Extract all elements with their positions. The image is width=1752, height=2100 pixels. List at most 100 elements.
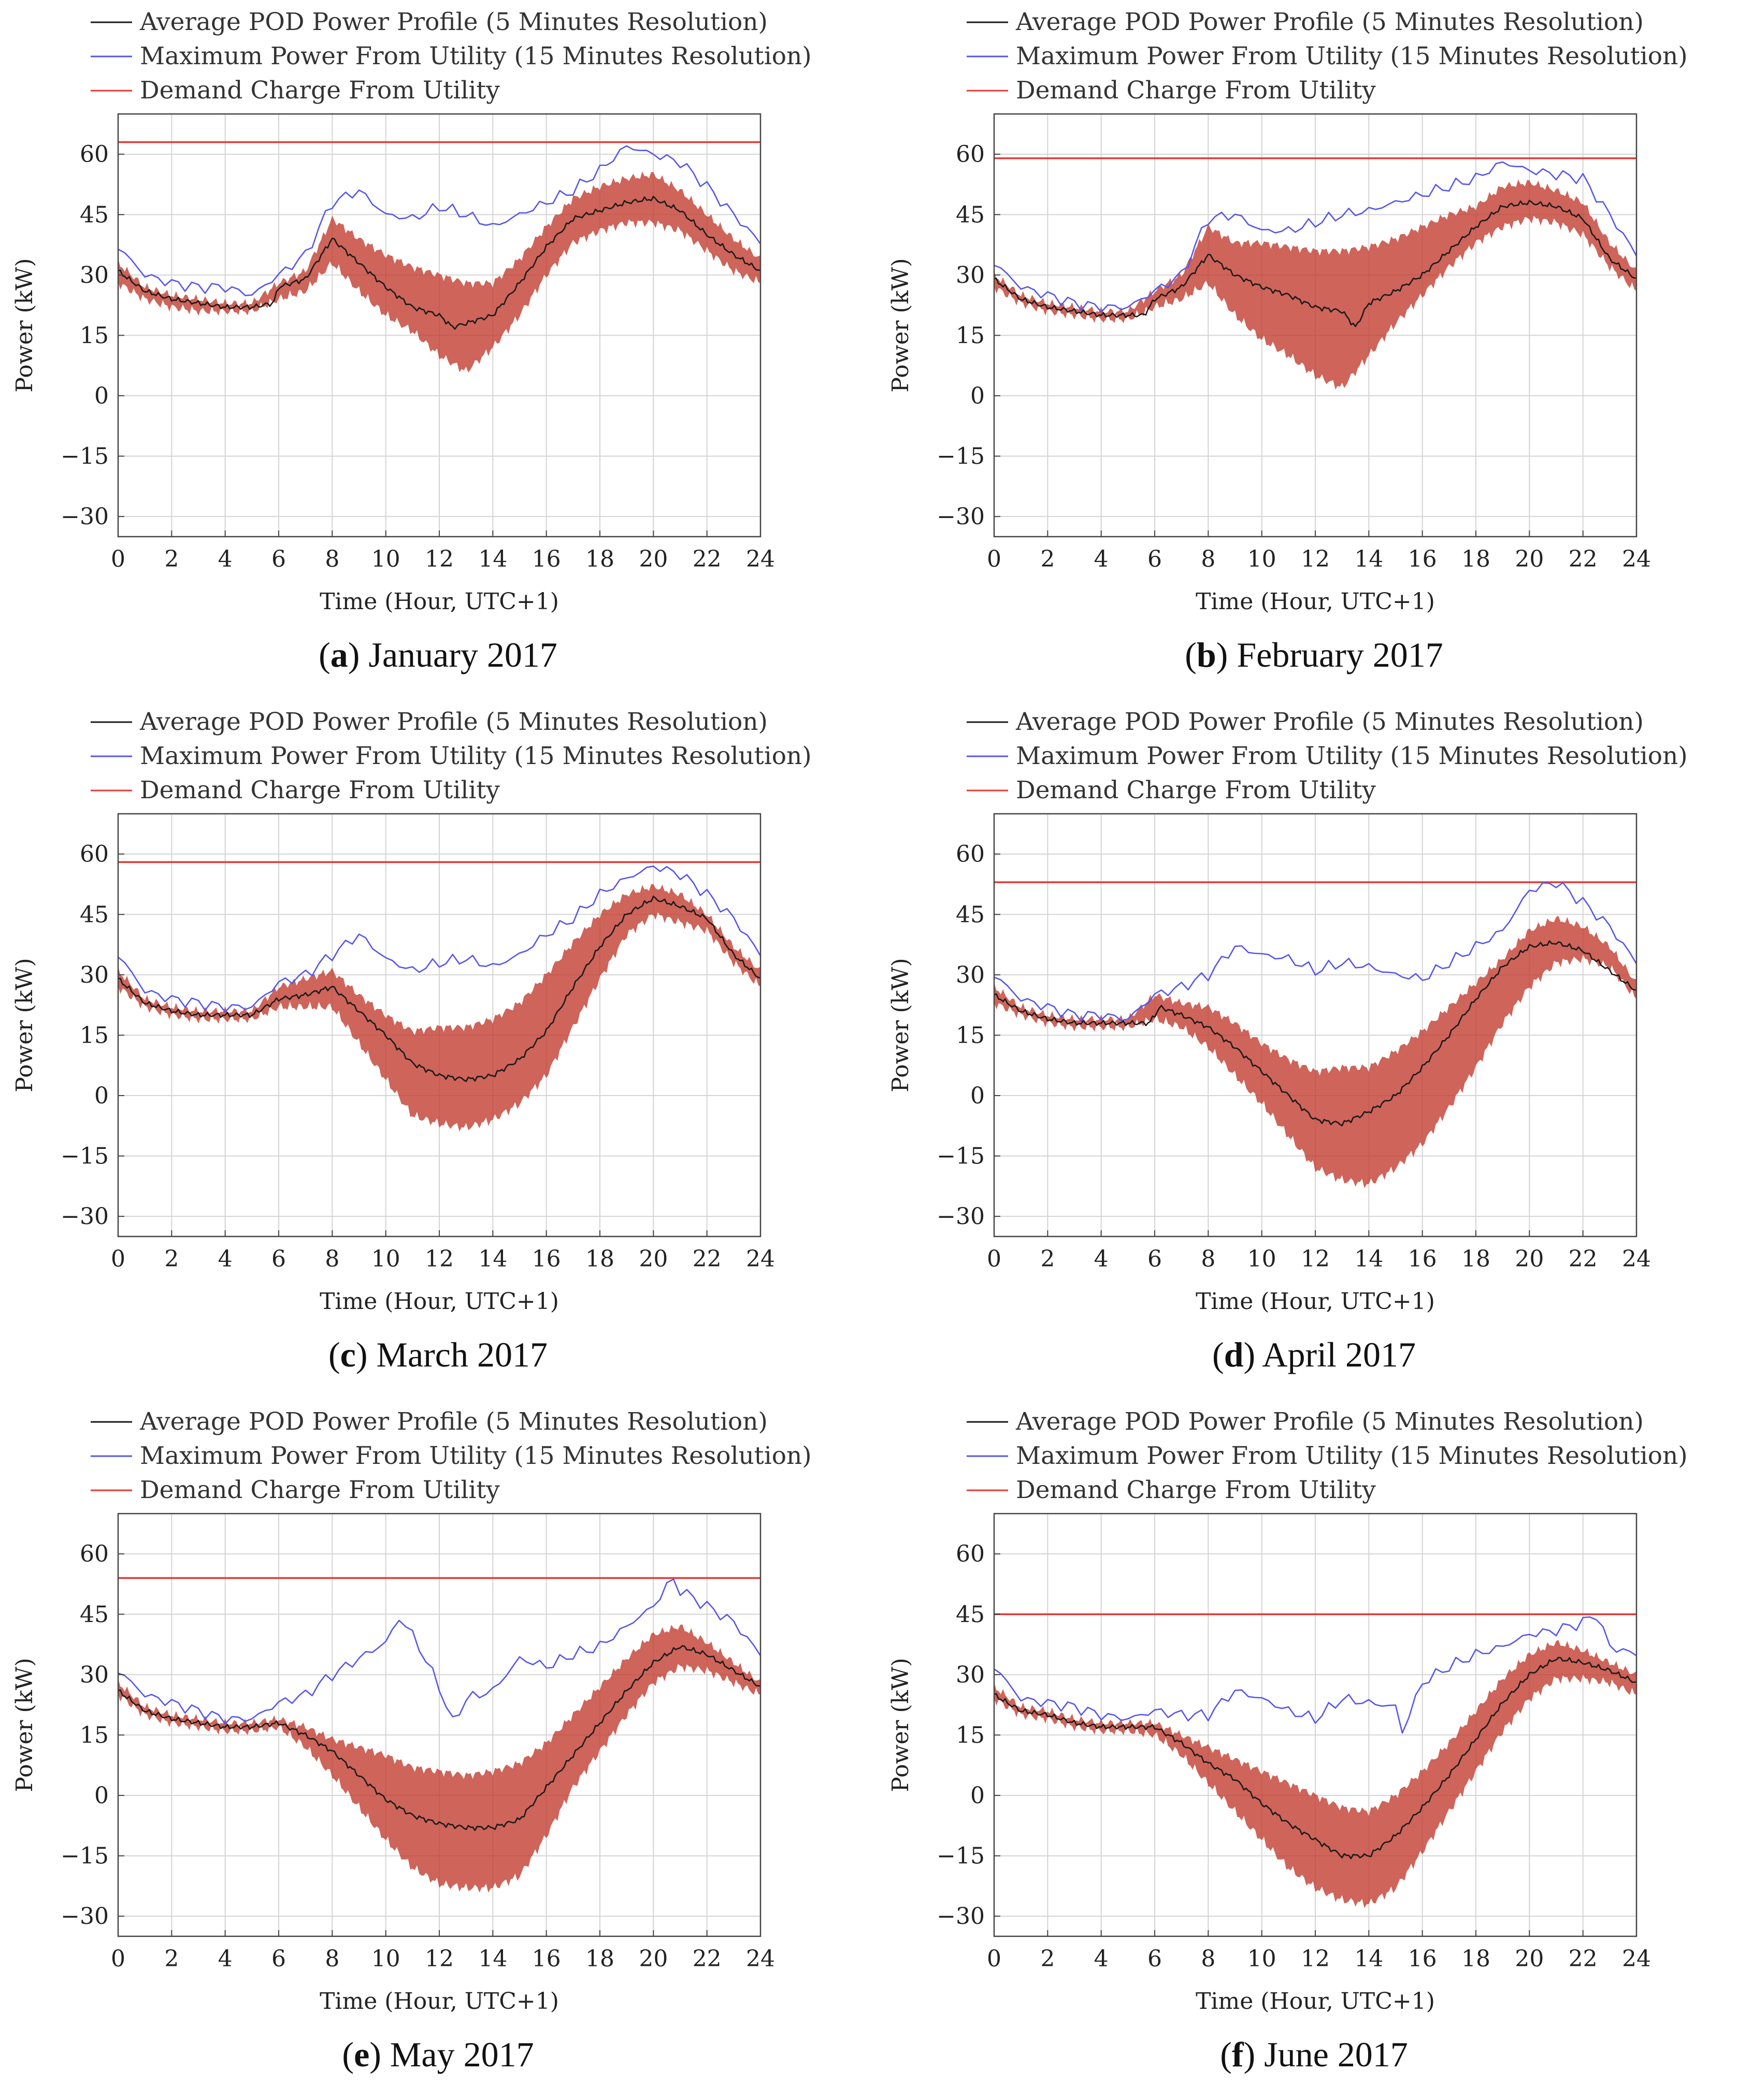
- x-tick-label: 12: [1301, 546, 1330, 572]
- caption-b: (b) February 2017: [1185, 635, 1443, 674]
- x-tick-label: 20: [639, 1246, 668, 1272]
- average-power-line: [118, 895, 761, 1082]
- x-axis-label: Time (Hour, UTC+1): [1196, 1288, 1435, 1315]
- y-tick-label: 30: [956, 1662, 985, 1688]
- legend-entry-2: Demand Charge From Utility: [1016, 1476, 1376, 1504]
- y-tick-label: 60: [80, 141, 109, 168]
- y-tick-label: 60: [80, 841, 109, 868]
- legend: Average POD Power Profile (5 Minutes Res…: [91, 8, 812, 105]
- caption-letter: d: [1224, 1335, 1244, 1374]
- x-tick-label: 24: [1622, 1246, 1651, 1272]
- x-tick-label: 2: [164, 1246, 179, 1272]
- x-tick-label: 8: [325, 1946, 339, 1972]
- x-axis-label: Time (Hour, UTC+1): [320, 1288, 559, 1315]
- legend-entry-2: Demand Charge From Utility: [140, 76, 500, 105]
- y-tick-label: 45: [956, 1601, 985, 1628]
- x-axis-label: Time (Hour, UTC+1): [320, 1988, 559, 2015]
- y-tick-label: 15: [956, 1022, 985, 1048]
- caption-d: (d) April 2017: [1212, 1335, 1416, 1374]
- x-axis-label: Time (Hour, UTC+1): [320, 588, 559, 615]
- caption-text: March 2017: [376, 1335, 548, 1374]
- x-tick-label: 6: [1147, 1246, 1162, 1272]
- x-tick-label: 4: [218, 1946, 233, 1972]
- caption-letter: f: [1231, 2035, 1244, 2074]
- x-tick-label: 16: [532, 546, 561, 572]
- x-tick-label: 6: [1147, 546, 1162, 572]
- legend-entry-1: Maximum Power From Utility (15 Minutes R…: [140, 742, 812, 770]
- y-tick-label: 0: [970, 383, 985, 409]
- y-axis-label: Power (kW): [887, 1658, 914, 1792]
- chart-panel-d: Average POD Power Profile (5 Minutes Res…: [876, 700, 1752, 1400]
- y-tick-label: 45: [80, 202, 109, 228]
- y-tick-label: 45: [956, 901, 985, 928]
- x-tick-label: 8: [325, 1246, 339, 1272]
- y-axis-label: Power (kW): [887, 958, 914, 1092]
- x-tick-label: 4: [1094, 546, 1109, 572]
- y-tick-label: −15: [937, 1143, 985, 1170]
- max-utility-line: [118, 1578, 762, 1725]
- x-tick-label: 18: [585, 1246, 614, 1272]
- max-utility-line: [994, 882, 1638, 1022]
- legend-entry-1: Maximum Power From Utility (15 Minutes R…: [1016, 42, 1688, 70]
- x-tick-label: 6: [271, 546, 286, 572]
- y-tick-label: 60: [956, 841, 985, 868]
- chart-svg: Average POD Power Profile (5 Minutes Res…: [11, 8, 812, 615]
- x-tick-label: 16: [532, 1246, 561, 1272]
- x-tick-label: 6: [271, 1246, 286, 1272]
- y-tick-label: −30: [61, 1903, 109, 1930]
- y-axis-label: Power (kW): [11, 1658, 38, 1792]
- x-tick-label: 2: [1040, 546, 1055, 572]
- x-tick-label: 0: [111, 546, 125, 572]
- caption-letter: b: [1196, 635, 1216, 674]
- y-tick-label: 0: [970, 1083, 985, 1109]
- x-tick-label: 14: [1354, 1246, 1383, 1272]
- caption-letter: c: [340, 1335, 356, 1374]
- x-tick-label: 10: [371, 1246, 400, 1272]
- x-tick-label: 24: [1622, 546, 1651, 572]
- x-tick-label: 18: [585, 546, 614, 572]
- x-tick-label: 16: [1408, 1246, 1437, 1272]
- x-tick-label: 0: [987, 1246, 1001, 1272]
- x-tick-label: 4: [218, 1246, 233, 1272]
- y-tick-label: 0: [94, 1083, 109, 1109]
- x-tick-label: 24: [1622, 1946, 1651, 1972]
- x-tick-label: 18: [1461, 1946, 1490, 1972]
- legend-entry-0: Average POD Power Profile (5 Minutes Res…: [139, 708, 768, 736]
- x-tick-label: 20: [1515, 1946, 1544, 1972]
- y-axis-label: Power (kW): [11, 258, 38, 392]
- legend: Average POD Power Profile (5 Minutes Res…: [967, 708, 1688, 804]
- x-tick-label: 0: [111, 1946, 125, 1972]
- y-tick-label: −30: [937, 1203, 985, 1230]
- x-tick-label: 8: [325, 546, 339, 572]
- legend-entry-2: Demand Charge From Utility: [1016, 76, 1376, 105]
- x-tick-label: 8: [1201, 1946, 1215, 1972]
- x-tick-label: 22: [693, 546, 722, 572]
- y-tick-label: −15: [61, 1143, 109, 1170]
- y-tick-label: −15: [937, 443, 985, 470]
- x-tick-label: 18: [585, 1946, 614, 1972]
- x-tick-label: 8: [1201, 1246, 1215, 1272]
- chart-svg: Average POD Power Profile (5 Minutes Res…: [887, 8, 1688, 615]
- band-area: [118, 1624, 760, 1893]
- chart-svg: Average POD Power Profile (5 Minutes Res…: [11, 1407, 812, 2015]
- y-tick-label: −15: [61, 1843, 109, 1869]
- caption-text: April 2017: [1262, 1335, 1416, 1374]
- caption-text: May 2017: [390, 2035, 534, 2074]
- y-tick-label: 30: [80, 262, 109, 289]
- x-tick-label: 22: [693, 1946, 722, 1972]
- legend-entry-1: Maximum Power From Utility (15 Minutes R…: [1016, 1442, 1688, 1470]
- caption-letter: e: [354, 2035, 370, 2074]
- caption-c: (c) March 2017: [328, 1335, 548, 1374]
- x-tick-label: 12: [425, 546, 454, 572]
- max-utility-line: [994, 161, 1638, 313]
- legend: Average POD Power Profile (5 Minutes Res…: [91, 708, 812, 804]
- chart-svg: Average POD Power Profile (5 Minutes Res…: [887, 1407, 1688, 2015]
- x-tick-label: 2: [1040, 1246, 1055, 1272]
- y-tick-label: 0: [970, 1782, 985, 1809]
- y-tick-label: −30: [61, 504, 109, 530]
- legend-entry-2: Demand Charge From Utility: [140, 776, 500, 804]
- y-tick-label: −15: [61, 443, 109, 470]
- chart-svg: Average POD Power Profile (5 Minutes Res…: [11, 708, 812, 1315]
- x-axis-label: Time (Hour, UTC+1): [1196, 1988, 1435, 2015]
- x-tick-label: 16: [532, 1946, 561, 1972]
